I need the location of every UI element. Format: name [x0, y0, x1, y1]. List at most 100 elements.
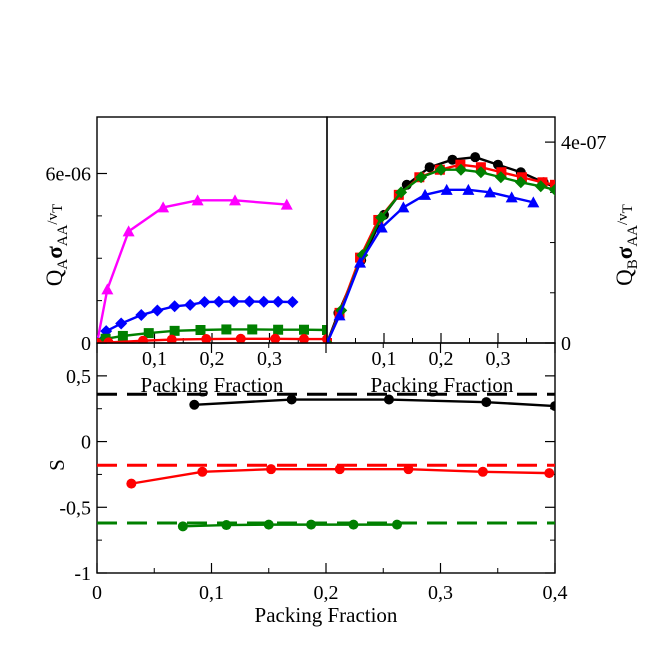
- bottom-ytick-label: -1: [74, 563, 91, 585]
- top-right-black-point: [447, 154, 458, 165]
- top-left-green-point: [117, 330, 128, 341]
- top-left-blue-point: [286, 296, 299, 309]
- bottom-red-point: [266, 464, 277, 475]
- top-right-green-point: [474, 166, 487, 179]
- top-right-blue-point: [462, 183, 475, 195]
- top-left-red-point: [299, 334, 309, 343]
- top-left-red-point: [103, 337, 114, 343]
- top-right-green-point: [494, 171, 507, 184]
- top-left-red-point: [97, 338, 102, 343]
- top-left-series-blue: [97, 295, 299, 343]
- top-right-blue-point: [484, 186, 497, 198]
- top-right-black-point: [493, 159, 503, 170]
- top-left-xtick-label: 0,2: [200, 348, 225, 370]
- top-left-magenta-point: [122, 225, 135, 237]
- top-right-green-point: [534, 180, 547, 193]
- top-left-green-point: [169, 325, 180, 336]
- bottom-green-point: [348, 519, 359, 530]
- top-left-blue-point: [151, 304, 164, 317]
- bottom-xlabel: Packing Fraction: [255, 603, 398, 627]
- top-left-blue-point: [243, 295, 256, 308]
- top-left-green-point: [195, 325, 206, 336]
- bottom-black-point: [189, 399, 200, 410]
- top-right-ylabel: QBσAA/vT: [612, 204, 641, 286]
- bottom-black-point: [286, 394, 297, 405]
- top-right-blue-point: [333, 309, 346, 321]
- bottom-green-point: [221, 520, 232, 531]
- top-left-xtick-label: 0,1: [142, 348, 167, 370]
- top-left-series-red: [97, 333, 327, 343]
- bottom-xtick-label: 0,4: [543, 582, 568, 604]
- bottom-black-point: [550, 401, 555, 412]
- panel-top-left: 0,1 0,2 0,3 0 6e-06: [45, 116, 328, 370]
- bottom-black-point: [383, 394, 394, 405]
- top-left-green-point: [247, 324, 258, 335]
- top-left-blue-point: [135, 309, 148, 322]
- top-left-ylabel: QAσAA/vT: [42, 204, 71, 287]
- bottom-series-black: [189, 394, 555, 412]
- top-left-blue-point: [227, 295, 240, 308]
- top-right-xtick-label: 0,2: [429, 348, 454, 370]
- top-right-xtick-label: 0,1: [372, 348, 397, 370]
- bottom-black-point: [481, 397, 492, 408]
- top-left-magenta-point: [101, 283, 114, 295]
- top-right-green-point: [454, 163, 467, 176]
- top-right-xtick-label: 0,3: [486, 348, 511, 370]
- top-left-blue-point: [212, 295, 225, 308]
- top-right-blue-point: [527, 196, 540, 208]
- top-left-green-point: [299, 324, 309, 335]
- top-left-magenta-point: [280, 198, 293, 210]
- top-right-series-green: [327, 163, 555, 343]
- top-left-xtick-label: 0,3: [257, 348, 282, 370]
- bottom-red-point: [403, 464, 414, 475]
- top-right-ytick-label: 0: [561, 333, 571, 355]
- bottom-series-green: [177, 519, 402, 532]
- top-left-red-point: [166, 334, 177, 343]
- bottom-xtick-label: 0,3: [428, 582, 453, 604]
- bottom-red-point: [126, 478, 137, 489]
- bottom-xtick-label: 0,2: [314, 582, 339, 604]
- top-right-blue-point: [327, 337, 331, 343]
- bottom-red-point: [544, 468, 555, 479]
- top-left-blue-point: [115, 317, 128, 330]
- bottom-red-point: [197, 466, 208, 477]
- top-left-blue-point: [272, 295, 285, 308]
- top-right-red-point: [550, 179, 555, 190]
- top-left-green-point: [221, 324, 232, 335]
- bottom-green-point: [306, 519, 317, 530]
- bottom-series-red: [126, 464, 555, 489]
- bottom-red-point: [477, 466, 488, 477]
- top-right-green-point: [514, 176, 527, 189]
- bottom-ytick-label: 0: [81, 432, 91, 454]
- top-right-black-point: [424, 162, 435, 173]
- top-left-magenta-point: [191, 194, 204, 206]
- top-left-blue-point: [184, 298, 197, 311]
- bottom-xtick-label: 0,1: [199, 582, 224, 604]
- top-right-green-point: [549, 183, 555, 196]
- bottom-green-line: [182, 523, 397, 528]
- top-right-blue-point: [354, 256, 367, 268]
- top-right-xlabel: Packing Fraction: [371, 373, 514, 397]
- bottom-red-point: [334, 464, 345, 475]
- top-left-green-point: [273, 324, 284, 335]
- top-left-blue-point: [168, 300, 181, 313]
- top-right-blue-point: [375, 221, 388, 233]
- top-right-red-point: [516, 172, 527, 183]
- top-right-blue-point: [440, 183, 453, 195]
- bottom-green-point: [177, 521, 188, 532]
- panel-bottom: 0 0,1 0,2 0,3 0,4 -1 -0,5 0 0,5: [59, 342, 568, 604]
- bottom-ytick-label: -0,5: [59, 497, 91, 519]
- top-left-red-point: [235, 333, 246, 343]
- bottom-green-point: [391, 519, 402, 530]
- top-right-green-point: [395, 186, 408, 199]
- top-left-magenta-point: [229, 194, 241, 206]
- top-left-red-point: [270, 333, 281, 343]
- top-right-blue-point: [397, 201, 410, 213]
- top-left-magenta-point: [157, 201, 170, 213]
- top-right-ytick-label: 4e-07: [561, 132, 607, 154]
- top-left-ytick-label: 0: [81, 333, 91, 355]
- top-right-green-point: [375, 211, 388, 224]
- top-left-red-point: [138, 335, 148, 343]
- top-left-green-point: [143, 328, 154, 339]
